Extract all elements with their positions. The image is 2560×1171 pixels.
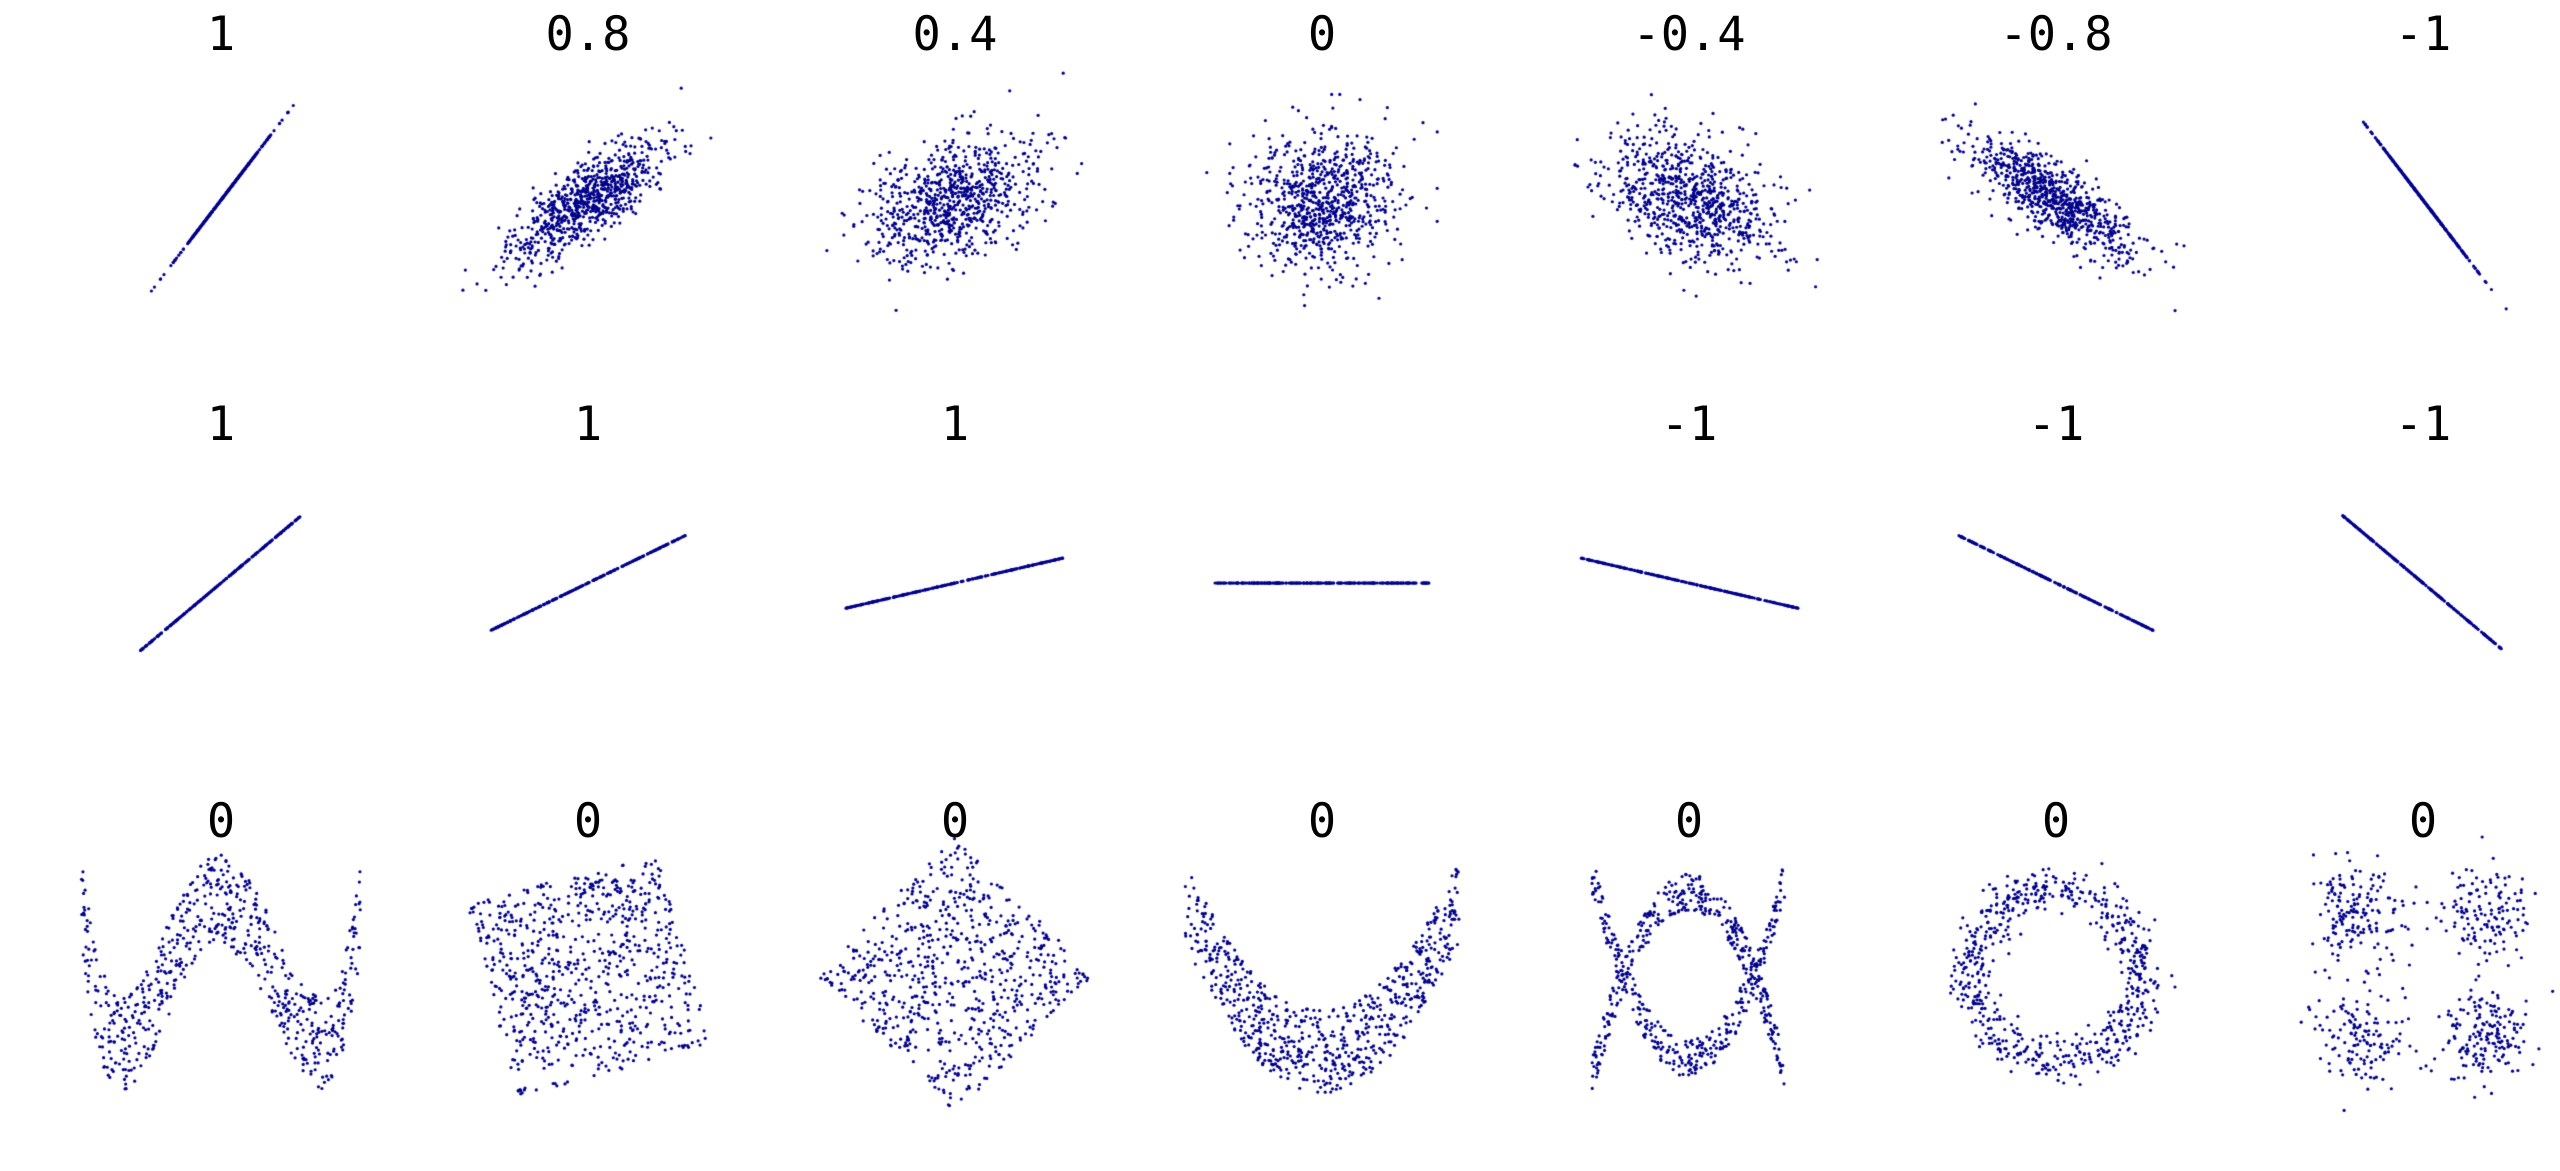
panel-title: 0.4: [912, 7, 998, 62]
panel-title: 1: [573, 397, 603, 452]
panel-title: 1: [940, 397, 970, 452]
panel-title: 0: [2408, 794, 2438, 849]
panel-title: -0.4: [1632, 7, 1746, 62]
panel-title: -1: [2394, 7, 2452, 62]
panel-title: 0: [1307, 7, 1337, 62]
panel-title: 1: [206, 7, 236, 62]
panel-title: -1: [1660, 397, 1718, 452]
panel-title: 1: [206, 397, 236, 452]
panel-title: 0: [2041, 794, 2071, 849]
panel-title: 0: [1674, 794, 1704, 849]
panel-title: 0.8: [545, 7, 631, 62]
panel-title: 0: [573, 794, 603, 849]
panel-title: 0: [940, 794, 970, 849]
panel-title: 0: [206, 794, 236, 849]
panel-title: -1: [2027, 397, 2085, 452]
panel-title: 0: [1307, 794, 1337, 849]
panel-title: -1: [2394, 397, 2452, 452]
panel-title: -0.8: [1999, 7, 2113, 62]
